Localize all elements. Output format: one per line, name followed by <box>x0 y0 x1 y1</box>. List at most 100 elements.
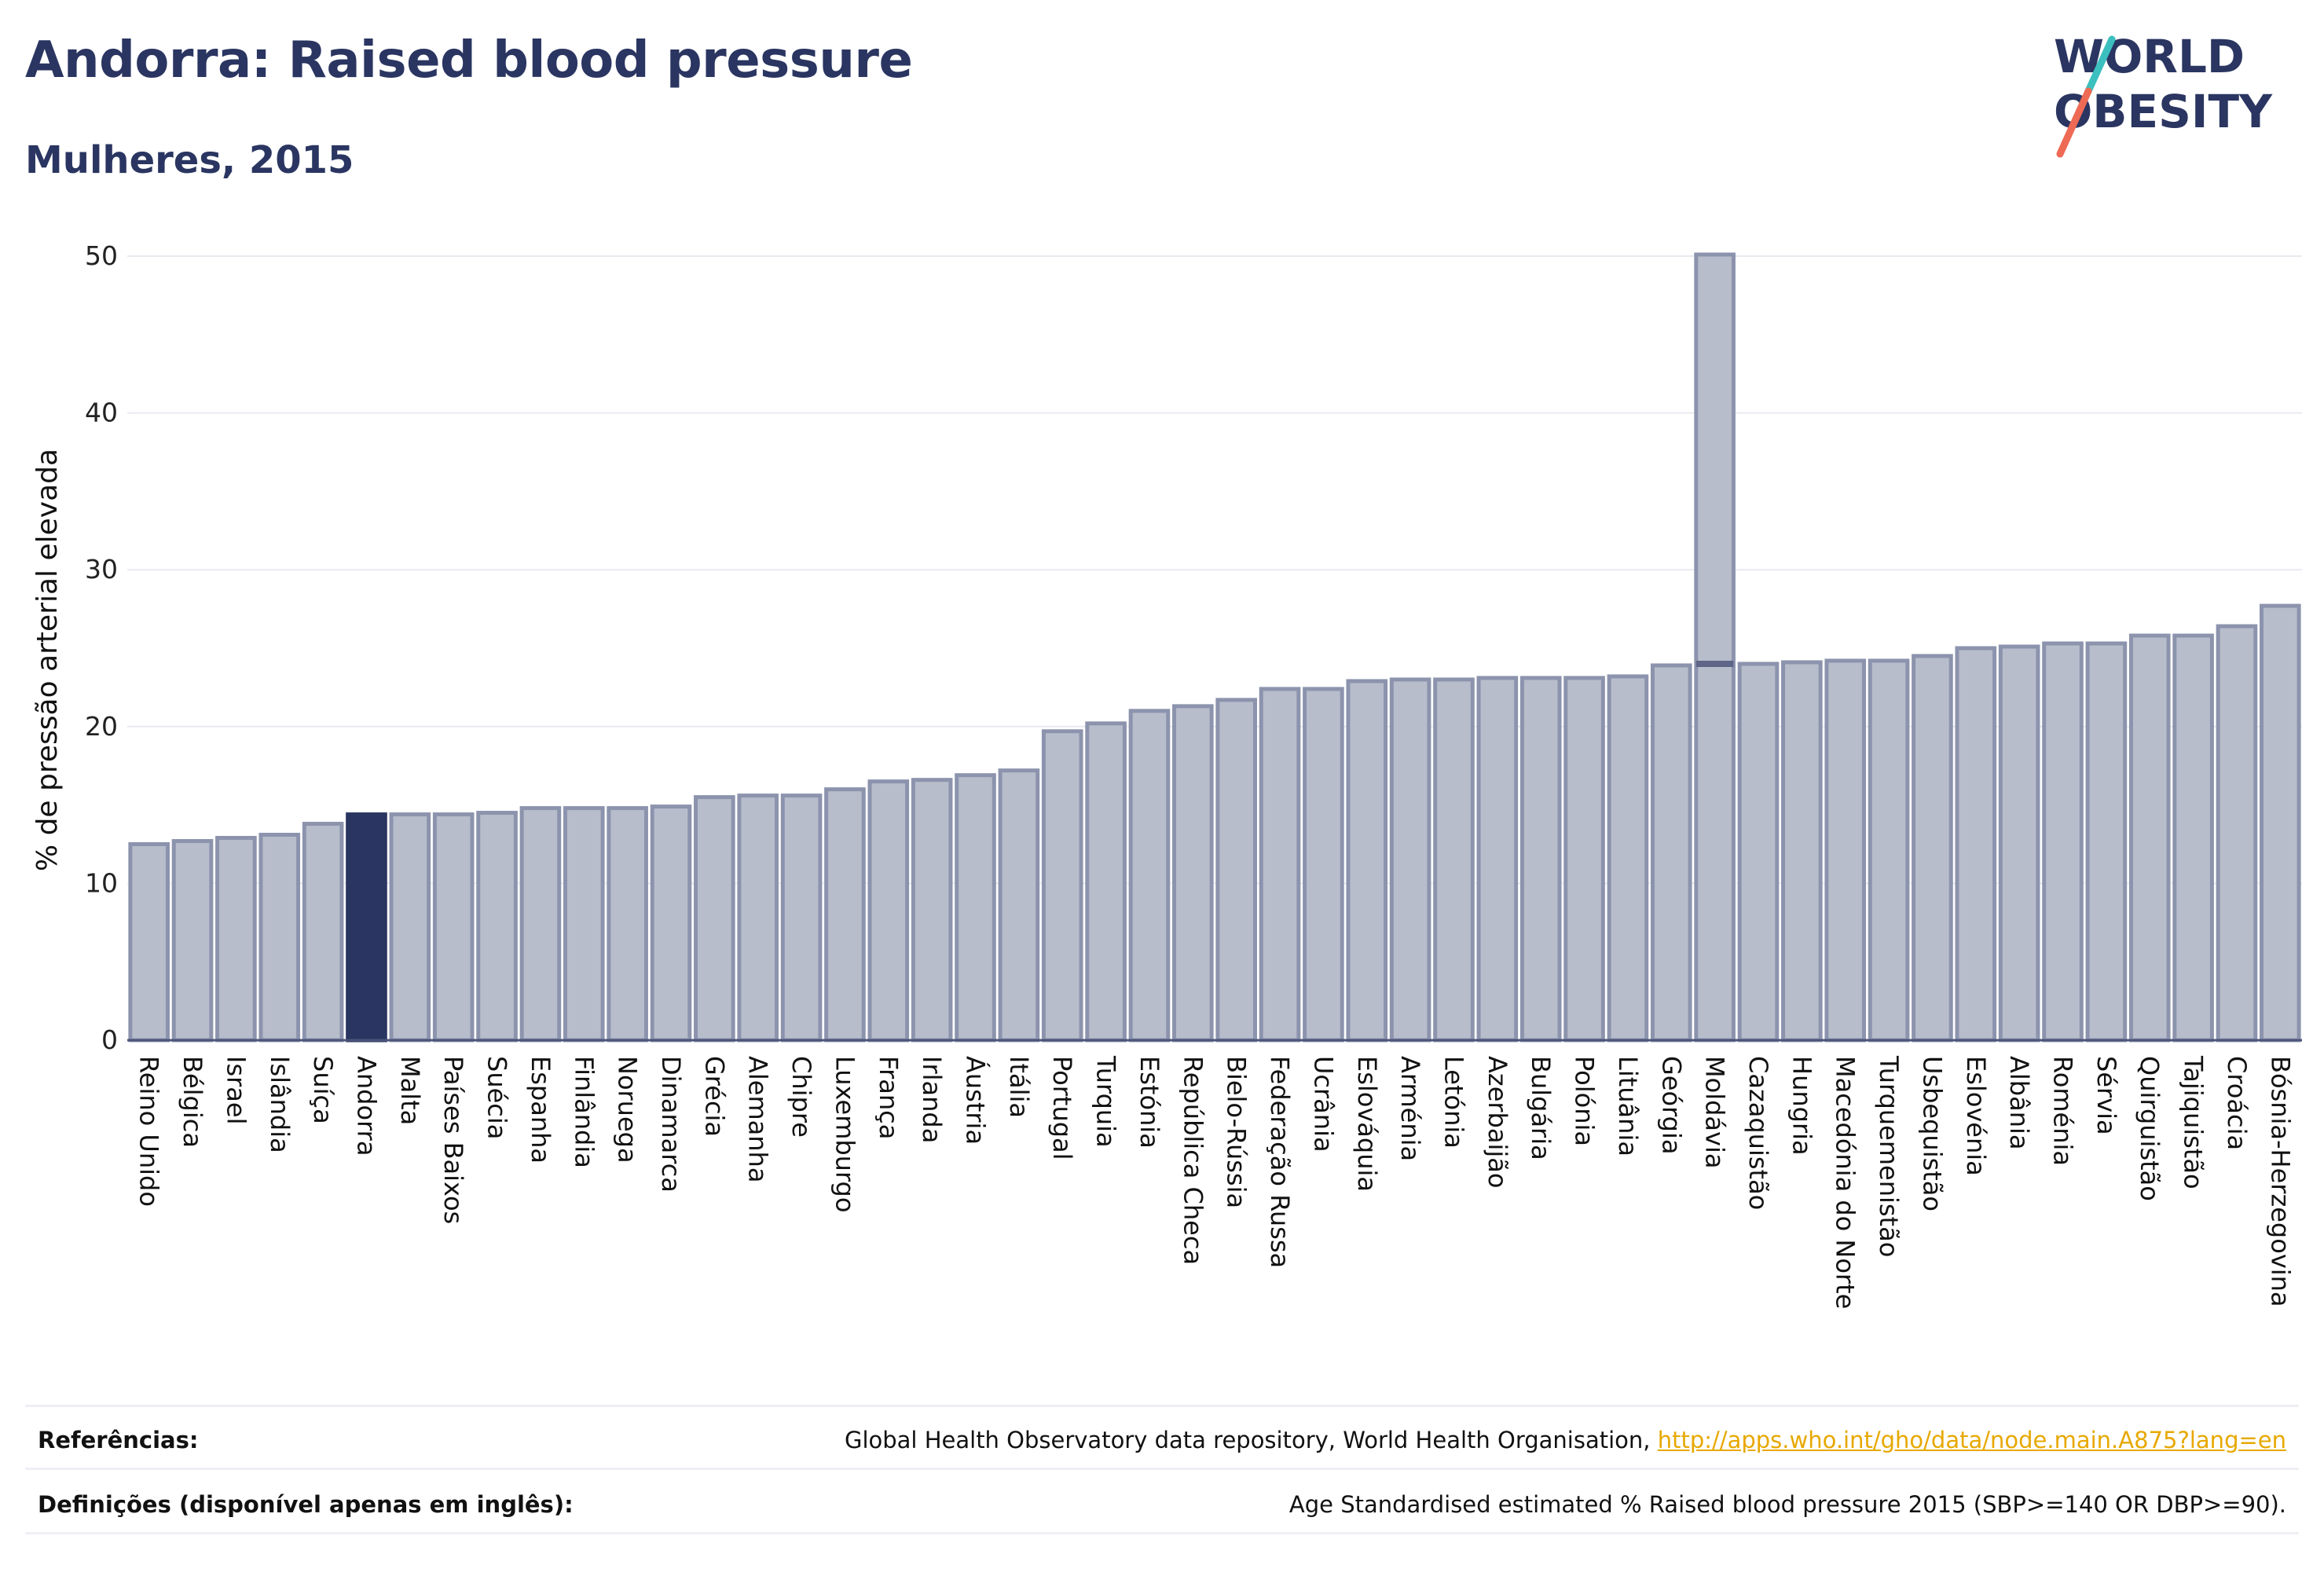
bar <box>1128 709 1171 1043</box>
definitions-row: Definições (disponível apenas em inglês)… <box>25 1491 2299 1523</box>
x-tick-label: Moldávia <box>1700 1056 1730 1168</box>
logo-slash-bottom <box>2056 87 2092 158</box>
bar-range <box>1694 252 1736 1043</box>
bar <box>215 836 257 1043</box>
x-tick-label: Finlândia <box>569 1056 599 1168</box>
x-tick-label: França <box>874 1056 904 1139</box>
references-link[interactable]: http://apps.who.int/gho/data/node.main.A… <box>1657 1427 2286 1453</box>
x-tick-label: Bélgica <box>178 1056 207 1148</box>
x-tick-label: Itália <box>1004 1056 1034 1118</box>
bar <box>1433 677 1475 1043</box>
bar <box>1955 646 1997 1043</box>
chart-subtitle: Mulheres, 2015 <box>25 138 354 182</box>
bar <box>911 778 953 1043</box>
bar <box>258 833 301 1043</box>
bar <box>171 839 214 1043</box>
bar <box>650 804 692 1043</box>
bar <box>2260 603 2301 1043</box>
bar <box>1912 654 1953 1043</box>
bar <box>1476 676 1519 1043</box>
x-tick-label: Israel <box>221 1056 251 1124</box>
bar <box>607 806 648 1043</box>
x-tick-label: Alemanha <box>743 1056 773 1182</box>
bar <box>2128 633 2171 1043</box>
footer-divider-top <box>25 1405 2299 1407</box>
bar <box>1346 679 1388 1043</box>
x-tick-label: Albânia <box>2004 1056 2034 1149</box>
bar <box>432 812 475 1043</box>
y-tick-label: 20 <box>85 711 118 742</box>
bar <box>1041 729 1083 1043</box>
x-tick-label: Malta <box>395 1056 425 1125</box>
footer-divider-bottom <box>25 1532 2299 1534</box>
x-tick-label: Geórgia <box>1656 1056 1686 1154</box>
bar <box>1215 698 1257 1043</box>
x-tick-label: Espanha <box>526 1056 555 1164</box>
x-tick-label: Chipre <box>786 1056 816 1138</box>
x-tick-label: Eslováquia <box>1352 1056 1382 1192</box>
x-tick-label: Islândia <box>265 1056 295 1153</box>
x-tick-label: Cazaquistão <box>1743 1056 1773 1210</box>
bar <box>1172 704 1214 1043</box>
x-tick-label: Dinamarca <box>656 1056 686 1193</box>
y-axis-label: % de pressão arterial elevada <box>31 449 64 871</box>
x-tick-label: Azerbaijão <box>1483 1056 1512 1188</box>
x-tick-label: Eslovénia <box>1961 1056 1991 1176</box>
bar <box>998 768 1040 1043</box>
x-tick-label: Hungria <box>1787 1056 1816 1156</box>
bar <box>824 787 866 1043</box>
references-value: Global Health Observatory data repositor… <box>845 1427 2286 1453</box>
bar <box>737 793 779 1043</box>
y-tick-label: 50 <box>85 240 118 271</box>
x-tick-label: Usbequistão <box>1917 1056 1947 1211</box>
logo-line1: WORLD <box>2054 30 2245 83</box>
x-tick-label: Tajiquistão <box>2179 1055 2209 1189</box>
bar <box>1998 644 2040 1043</box>
bar <box>1737 662 1780 1043</box>
x-tick-label: Luxemburgo <box>830 1056 860 1212</box>
bar <box>955 773 996 1043</box>
bar <box>1563 676 1605 1043</box>
x-tick-label: Sérvia <box>2091 1056 2121 1135</box>
bar <box>1650 663 1692 1043</box>
bars <box>127 252 2302 1043</box>
x-tick-label: Macedónia do Norte <box>1831 1056 1860 1309</box>
bar <box>1868 658 1910 1043</box>
references-row: Referências: Global Health Observatory d… <box>25 1427 2299 1458</box>
world-obesity-logo: WORLD OBESITY <box>2054 30 2273 158</box>
bar <box>476 811 518 1043</box>
bar-chart: 0 10 20 30 40 50 Reino Unido Bélgica Israel Islâ… <box>31 240 2302 1309</box>
bar <box>1824 658 1867 1043</box>
x-tick-label: Irlanda <box>917 1056 947 1143</box>
x-tick-label: Federação Russa <box>1265 1056 1295 1268</box>
x-tick-label: Lituânia <box>1613 1056 1643 1156</box>
x-tick-label: Países Baixos <box>438 1056 468 1224</box>
bar <box>1519 676 1562 1043</box>
bar <box>1389 677 1431 1043</box>
bar <box>128 842 170 1043</box>
bar <box>519 806 562 1043</box>
bar <box>1607 674 1649 1043</box>
bar <box>1781 660 1823 1043</box>
bar <box>302 822 344 1043</box>
x-tick-label: Roménia <box>2048 1056 2078 1166</box>
bar <box>2172 633 2214 1043</box>
y-axis-ticks: 0 10 20 30 40 50 <box>85 240 118 1055</box>
x-tick-label: Croácia <box>2222 1056 2252 1150</box>
bar <box>1259 687 1301 1043</box>
definitions-label: Definições (disponível apenas em inglês)… <box>38 1491 574 1518</box>
x-tick-label: Bulgária <box>1526 1056 1556 1160</box>
references-text: Global Health Observatory data repositor… <box>844 1427 1658 1453</box>
bar <box>694 795 735 1043</box>
bar <box>1303 687 1344 1043</box>
y-tick-label: 10 <box>85 867 118 898</box>
y-tick-label: 30 <box>85 554 118 585</box>
bar <box>780 793 823 1043</box>
x-tick-label: Andorra <box>351 1056 381 1156</box>
footer-divider-middle <box>25 1468 2299 1470</box>
x-tick-label: Turquemenistão <box>1874 1055 1904 1257</box>
x-tick-label: Suíça <box>308 1056 338 1124</box>
definitions-value: Age Standardised estimated % Raised bloo… <box>1288 1491 2286 1518</box>
references-label: Referências: <box>38 1427 199 1453</box>
bar <box>867 779 910 1043</box>
